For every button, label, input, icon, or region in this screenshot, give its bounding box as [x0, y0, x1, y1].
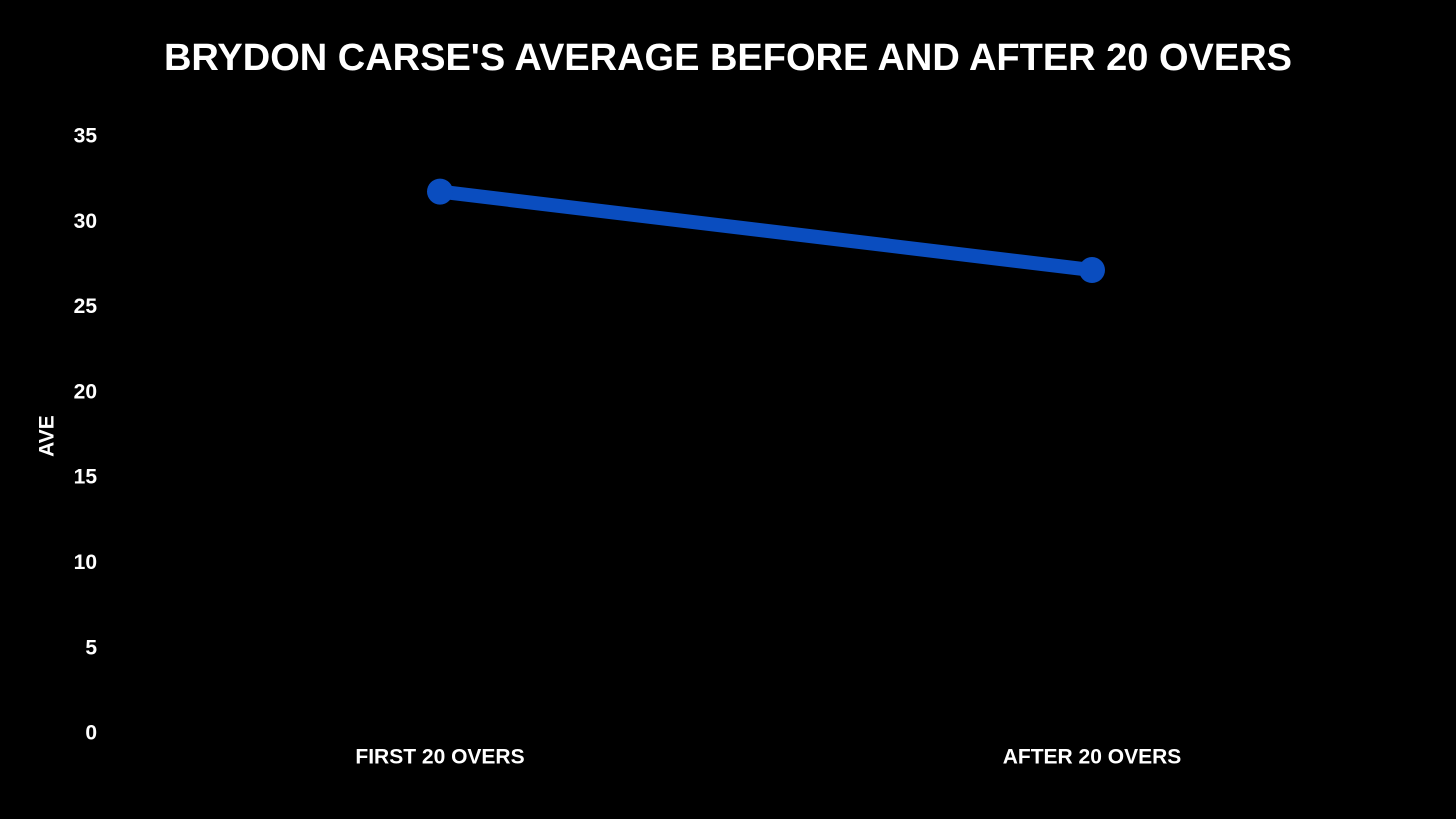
- y-tick-label: 5: [85, 636, 97, 659]
- y-tick-label: 15: [74, 466, 98, 489]
- line: [433, 184, 1099, 278]
- x-tick-label: AFTER 20 OVERS: [1003, 746, 1182, 769]
- y-tick-label: 10: [74, 551, 97, 574]
- x-tick-label: FIRST 20 OVERS: [355, 746, 524, 769]
- y-tick-label: 25: [74, 295, 98, 318]
- y-tick-label: 20: [74, 380, 97, 403]
- marker: [427, 178, 453, 205]
- y-axis-label: AVE: [36, 415, 59, 457]
- y-tick-label: 0: [85, 722, 97, 745]
- marker: [1079, 257, 1105, 284]
- chart-title: BRYDON CARSE'S AVERAGE BEFORE AND AFTER …: [164, 37, 1292, 79]
- y-tick-label: 30: [74, 210, 97, 233]
- y-tick-label: 35: [74, 125, 98, 148]
